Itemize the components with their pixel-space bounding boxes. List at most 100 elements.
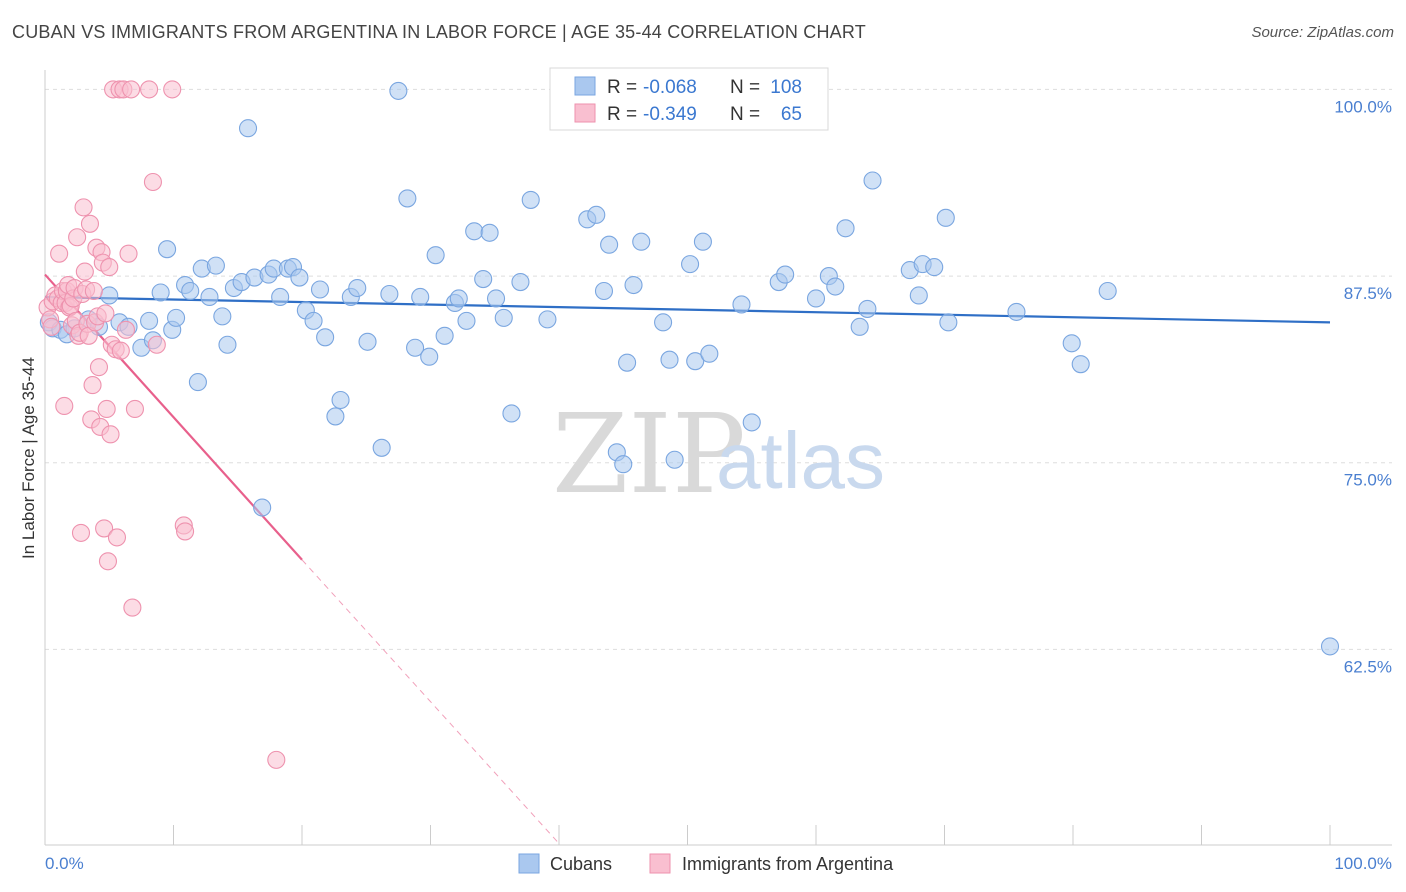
point-cubans [1320,637,1340,656]
point-cubans [686,352,705,371]
series-legend: Cubans Immigrants from Argentina [518,853,894,874]
point-cubans [742,413,761,432]
point-cubans [372,438,391,457]
point-cubans [624,275,643,295]
point-cubans [681,255,700,274]
point-cubans [618,353,637,372]
stats-r-label-argentina: R = [607,104,637,125]
point-cubans [858,299,877,318]
point-cubans [411,287,430,307]
point-argentina [107,528,127,547]
point-cubans [732,295,751,314]
point-cubans [449,289,468,308]
watermark-zip: ZIP [552,390,746,518]
point-cubans [1098,281,1117,301]
point-argentina [71,523,91,542]
y-tick-label: 75.0% [1344,471,1392,490]
point-cubans [406,338,425,357]
point-cubans [806,289,826,308]
point-argentina [97,399,116,419]
y-tick-label: 100.0% [1334,97,1392,116]
point-cubans [316,328,335,347]
point-cubans [494,308,513,327]
trend-line-argentina-extrapolated [301,559,560,844]
point-cubans [206,256,225,275]
point-argentina [147,335,166,354]
point-cubans [693,232,712,251]
point-cubans [836,219,855,238]
point-argentina [143,172,162,192]
stats-r-value-cubans: -0.068 [643,77,697,98]
point-cubans [290,268,309,287]
point-cubans [909,286,928,305]
point-cubans [587,205,606,224]
x-tick-label-min: 0.0% [45,854,84,873]
stats-r-label-cubans: R = [607,77,637,98]
point-argentina [89,358,109,377]
point-argentina [84,281,103,301]
point-cubans [253,498,272,517]
point-cubans [304,311,323,330]
legend-label-argentina: Immigrants from Argentina [682,854,894,874]
point-cubans [614,455,633,474]
legend-label-cubans: Cubans [550,854,612,874]
source-credit: Source: ZipAtlas.com [1251,24,1394,41]
point-cubans [465,222,484,241]
point-cubans [486,289,506,308]
point-argentina [96,304,115,323]
point-cubans [310,280,330,299]
point-argentina [125,399,144,419]
point-cubans [213,307,232,326]
point-cubans [511,272,530,292]
point-cubans [700,344,719,363]
point-cubans [502,404,521,423]
point-argentina [55,396,74,416]
point-argentina [163,80,182,99]
point-cubans [826,277,845,296]
point-cubans [939,313,958,332]
stats-legend: R = -0.068 N = 108 R = -0.349 N = 65 [549,67,829,131]
point-cubans [218,335,237,354]
point-cubans [1007,302,1026,321]
point-cubans [158,240,177,259]
point-cubans [331,390,350,410]
point-cubans [100,286,119,305]
point-cubans [271,287,290,307]
point-cubans [660,350,679,369]
point-argentina [122,80,141,99]
point-argentina [100,258,119,277]
point-argentina [176,522,195,541]
point-cubans [654,313,673,332]
point-cubans [435,326,454,345]
point-cubans [348,278,367,298]
point-cubans [389,81,408,100]
stats-n-value-cubans: 108 [770,77,802,98]
point-argentina [42,317,61,336]
point-cubans [200,287,219,307]
point-argentina [123,598,142,617]
data-points [38,80,1340,769]
y-tick-labels: 100.0% 87.5% 75.0% 62.5% [1334,97,1392,676]
point-cubans [1071,355,1090,374]
x-tick-labels: 0.0% 100.0% [45,854,1392,873]
point-cubans [457,311,476,330]
point-cubans [521,190,540,209]
watermark-atlas: atlas [716,416,885,505]
point-argentina [101,425,120,444]
x-tick-label-max: 100.0% [1334,854,1392,873]
point-cubans [398,189,417,208]
point-cubans [188,373,207,392]
point-cubans [167,308,186,327]
point-argentina [83,376,102,395]
point-argentina [111,341,130,360]
point-argentina [98,552,118,571]
point-argentina [95,519,114,538]
chart-title: CUBAN VS IMMIGRANTS FROM ARGENTINA IN LA… [12,22,866,42]
stats-r-value-argentina: -0.349 [643,104,697,125]
stats-n-value-argentina: 65 [781,104,802,125]
point-argentina [119,244,138,263]
point-cubans [238,119,258,138]
point-argentina [267,750,286,769]
point-cubans [380,284,399,304]
